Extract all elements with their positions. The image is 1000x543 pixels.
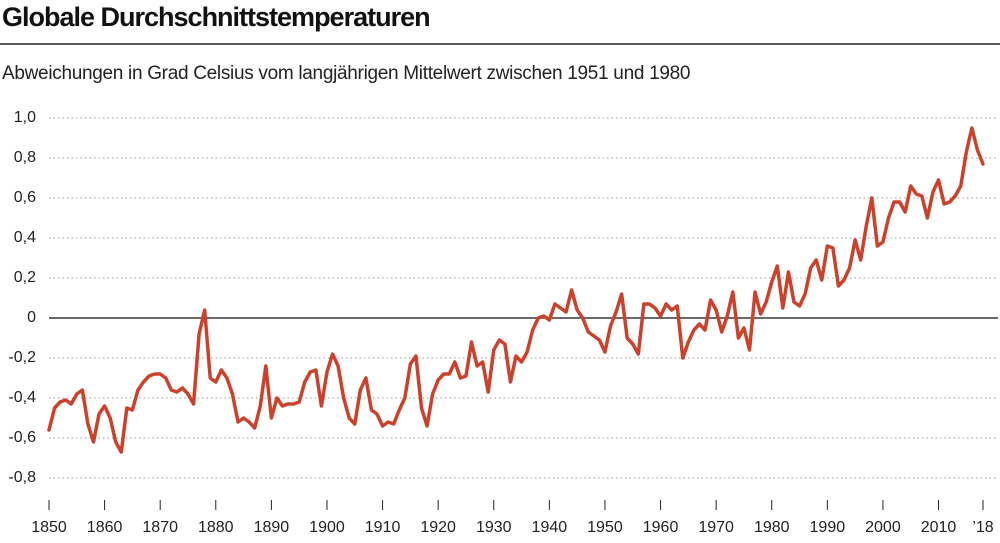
x-tick-label: 1980	[754, 519, 790, 536]
x-tick-label: 1920	[420, 519, 456, 536]
y-tick-label: -0,4	[8, 389, 36, 406]
x-tick-label: 1950	[587, 519, 623, 536]
temperature-line	[47, 126, 985, 454]
x-tick-label: 1910	[365, 519, 401, 536]
x-tick-label: 1930	[476, 519, 512, 536]
x-tick-label: 1860	[87, 519, 123, 536]
x-tick-label: ’18	[972, 519, 993, 536]
x-tick-label: 1850	[31, 519, 67, 536]
x-tick-label: 1880	[198, 519, 234, 536]
y-tick-label: 0,2	[14, 269, 36, 286]
x-tick-label: 1890	[254, 519, 290, 536]
chart-subtitle: Abweichungen in Grad Celsius vom langjäh…	[2, 63, 690, 84]
y-tick-label: 0,8	[14, 149, 36, 166]
y-tick-label: -0,6	[8, 429, 36, 446]
x-tick-label: 1990	[810, 519, 846, 536]
y-tick-label: 0,6	[14, 189, 36, 206]
y-tick-label: 0,4	[14, 229, 36, 246]
y-tick-label: -0,2	[8, 349, 36, 366]
x-tick-label: 1960	[643, 519, 679, 536]
x-tick-label: 1900	[309, 519, 345, 536]
y-tick-label: 0	[27, 309, 36, 326]
x-tick-label: 1940	[532, 519, 568, 536]
x-tick-label: 2010	[921, 519, 957, 536]
x-tick-label: 1870	[142, 519, 178, 536]
chart-title: Globale Durchschnittstemperaturen	[2, 2, 430, 32]
y-tick-label: -0,8	[8, 469, 36, 486]
y-tick-label: 1,0	[14, 109, 36, 126]
x-tick-label: 1970	[698, 519, 734, 536]
x-tick-label: 2000	[865, 519, 901, 536]
